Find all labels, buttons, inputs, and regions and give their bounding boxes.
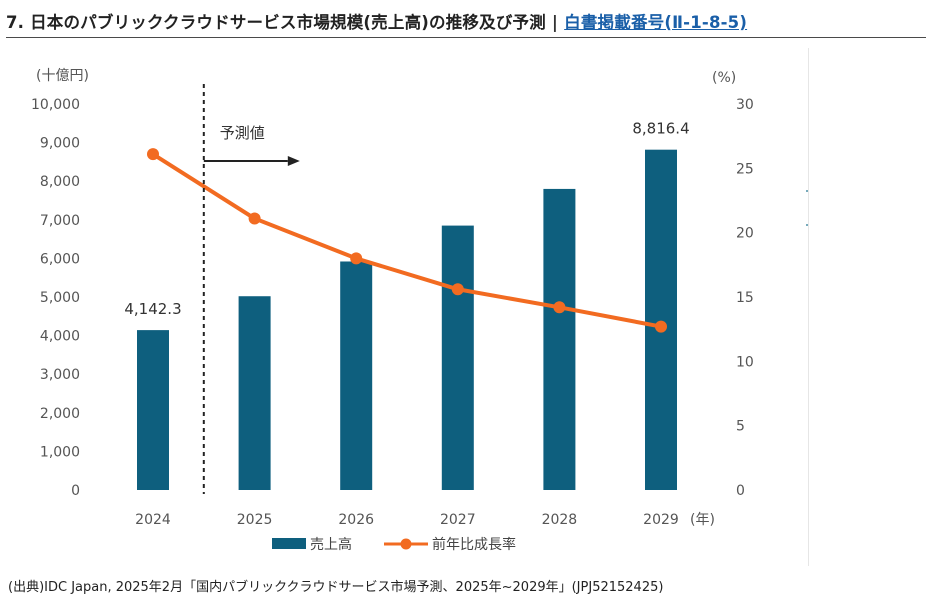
- legend-line-marker: [400, 538, 412, 550]
- forecast-label: 予測値: [220, 124, 265, 142]
- legend-line-label: 前年比成長率: [432, 536, 516, 553]
- bar-2029: [645, 149, 677, 490]
- page-title-row: 7. 日本のパブリッククラウドサービス市場規模(売上高)の推移及び予測 | 白書掲載…: [6, 9, 926, 37]
- right-tick-label: 30: [736, 97, 754, 113]
- left-tick-label: 8,000: [40, 174, 80, 190]
- left-tick-label: 4,000: [40, 329, 80, 345]
- bar-2027: [441, 225, 474, 490]
- source-citation: (出典)IDC Japan, 2025年2月「国内パブリッククラウドサービス市場…: [8, 580, 664, 595]
- right-tick-label: 5: [736, 419, 745, 435]
- growth-point-2024: [147, 148, 159, 161]
- right-axis-ticks: 0 5 10 15 20 25 30: [736, 97, 754, 499]
- bar-2024: [137, 330, 169, 490]
- left-tick-label: 5,000: [40, 290, 80, 306]
- growth-point-2027: [451, 283, 464, 296]
- bar-2028: [543, 188, 576, 491]
- forecast-arrow-head: [287, 156, 300, 166]
- left-tick-label: 3,000: [40, 367, 80, 383]
- bars: [137, 149, 677, 491]
- legend-bar-swatch: [272, 538, 306, 549]
- right-tick-label: 25: [736, 161, 754, 177]
- left-tick-label: 1,000: [40, 444, 80, 460]
- right-axis-unit-label: (%): [712, 70, 736, 86]
- growth-line: [147, 148, 667, 333]
- title-divider: [6, 37, 926, 38]
- right-tick-label: 0: [736, 483, 745, 499]
- growth-point-2028: [553, 301, 566, 314]
- x-tick-label: 2029: [643, 512, 679, 528]
- left-tick-label: 2,000: [40, 406, 80, 422]
- left-tick-label: 0: [71, 483, 80, 499]
- x-tick-label: 2024: [135, 512, 171, 528]
- title-separator: |: [551, 13, 559, 32]
- legend: 売上高 前年比成長率: [272, 536, 516, 553]
- right-tick-label: 20: [736, 226, 754, 242]
- right-tick-label: 15: [736, 290, 754, 306]
- bar-2026: [340, 261, 373, 490]
- whitepaper-reference-link[interactable]: 白書掲載番号(Ⅱ-1-8-5): [564, 13, 748, 32]
- growth-point-2029: [655, 320, 667, 333]
- left-axis-unit-label: (十億円): [36, 68, 89, 84]
- chart-panel: 0 1,000 2,000 3,000 4,000 5,000 6,000 7,000 8,00…: [4, 48, 809, 566]
- right-tick-label: 10: [736, 354, 754, 370]
- left-tick-label: 7,000: [40, 213, 80, 229]
- legend-bar-label: 売上高: [310, 536, 352, 553]
- x-axis-unit-label: (年): [690, 512, 715, 528]
- bar-value-label: 8,816.4: [632, 120, 689, 138]
- market-size-chart: 0 1,000 2,000 3,000 4,000 5,000 6,000 7,000 8,00…: [31, 68, 754, 553]
- left-axis-ticks: 0 1,000 2,000 3,000 4,000 5,000 6,000 7,000 8,00…: [31, 97, 80, 499]
- left-tick-label: 10,000: [31, 97, 80, 113]
- decorative-dot: [806, 224, 808, 226]
- x-axis-ticks: 2024 2025 2026 2027 2028 2029: [135, 512, 679, 528]
- page-title: 7. 日本のパブリッククラウドサービス市場規模(売上高)の推移及び予測: [6, 13, 546, 32]
- x-tick-label: 2025: [237, 512, 273, 528]
- left-tick-label: 6,000: [40, 251, 80, 267]
- x-tick-label: 2026: [338, 512, 374, 528]
- decorative-dot: [806, 190, 808, 192]
- growth-point-2026: [350, 252, 363, 265]
- growth-line-path: [151, 152, 662, 329]
- left-tick-label: 9,000: [40, 136, 80, 152]
- bar-2025: [238, 296, 271, 490]
- x-tick-label: 2028: [542, 512, 578, 528]
- forecast-marker: 予測値: [202, 84, 300, 494]
- data-labels: 4,142.3 8,816.4: [124, 120, 689, 318]
- bar-value-label: 4,142.3: [124, 300, 181, 318]
- growth-point-2025: [248, 212, 261, 225]
- x-tick-label: 2027: [440, 512, 476, 528]
